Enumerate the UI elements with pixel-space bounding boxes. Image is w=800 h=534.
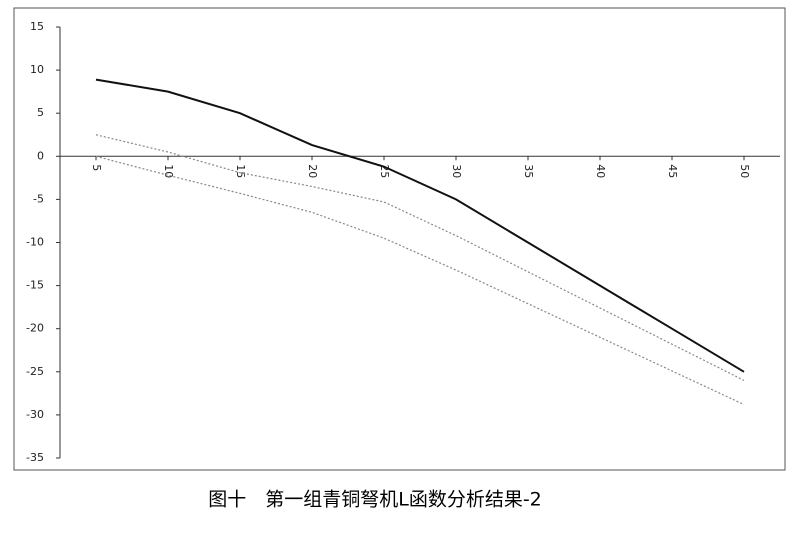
y-tick-label: 0 xyxy=(37,149,44,162)
x-tick-label: 45 xyxy=(666,164,679,178)
data-line xyxy=(95,134,745,381)
chart-frame xyxy=(13,7,786,471)
x-tick-label: 30 xyxy=(450,164,463,178)
y-tick-label: 10 xyxy=(30,63,44,76)
x-tick-label: 15 xyxy=(234,164,247,178)
y-tick-label: -30 xyxy=(26,408,44,421)
y-tick-label: -20 xyxy=(26,322,44,335)
y-tick-label: -15 xyxy=(26,279,44,292)
x-tick-label: 20 xyxy=(306,164,319,178)
y-tick-label: 5 xyxy=(37,106,44,119)
x-tick-label: 10 xyxy=(162,164,175,178)
data-line xyxy=(95,155,745,406)
y-tick-label: -5 xyxy=(33,192,44,205)
caption: 图十 第一组青铜弩机L函数分析结果-2 xyxy=(208,489,542,511)
y-tick-label: -35 xyxy=(26,451,44,464)
y-tick-label: -10 xyxy=(26,236,44,249)
data-line xyxy=(95,78,745,373)
y-tick-label: 15 xyxy=(30,20,44,33)
x-tick-label: 35 xyxy=(522,164,535,178)
x-tick-label: 5 xyxy=(90,164,103,171)
y-tick-label: -25 xyxy=(26,365,44,378)
x-tick-label: 50 xyxy=(738,164,751,178)
x-tick-label: 40 xyxy=(594,164,607,178)
